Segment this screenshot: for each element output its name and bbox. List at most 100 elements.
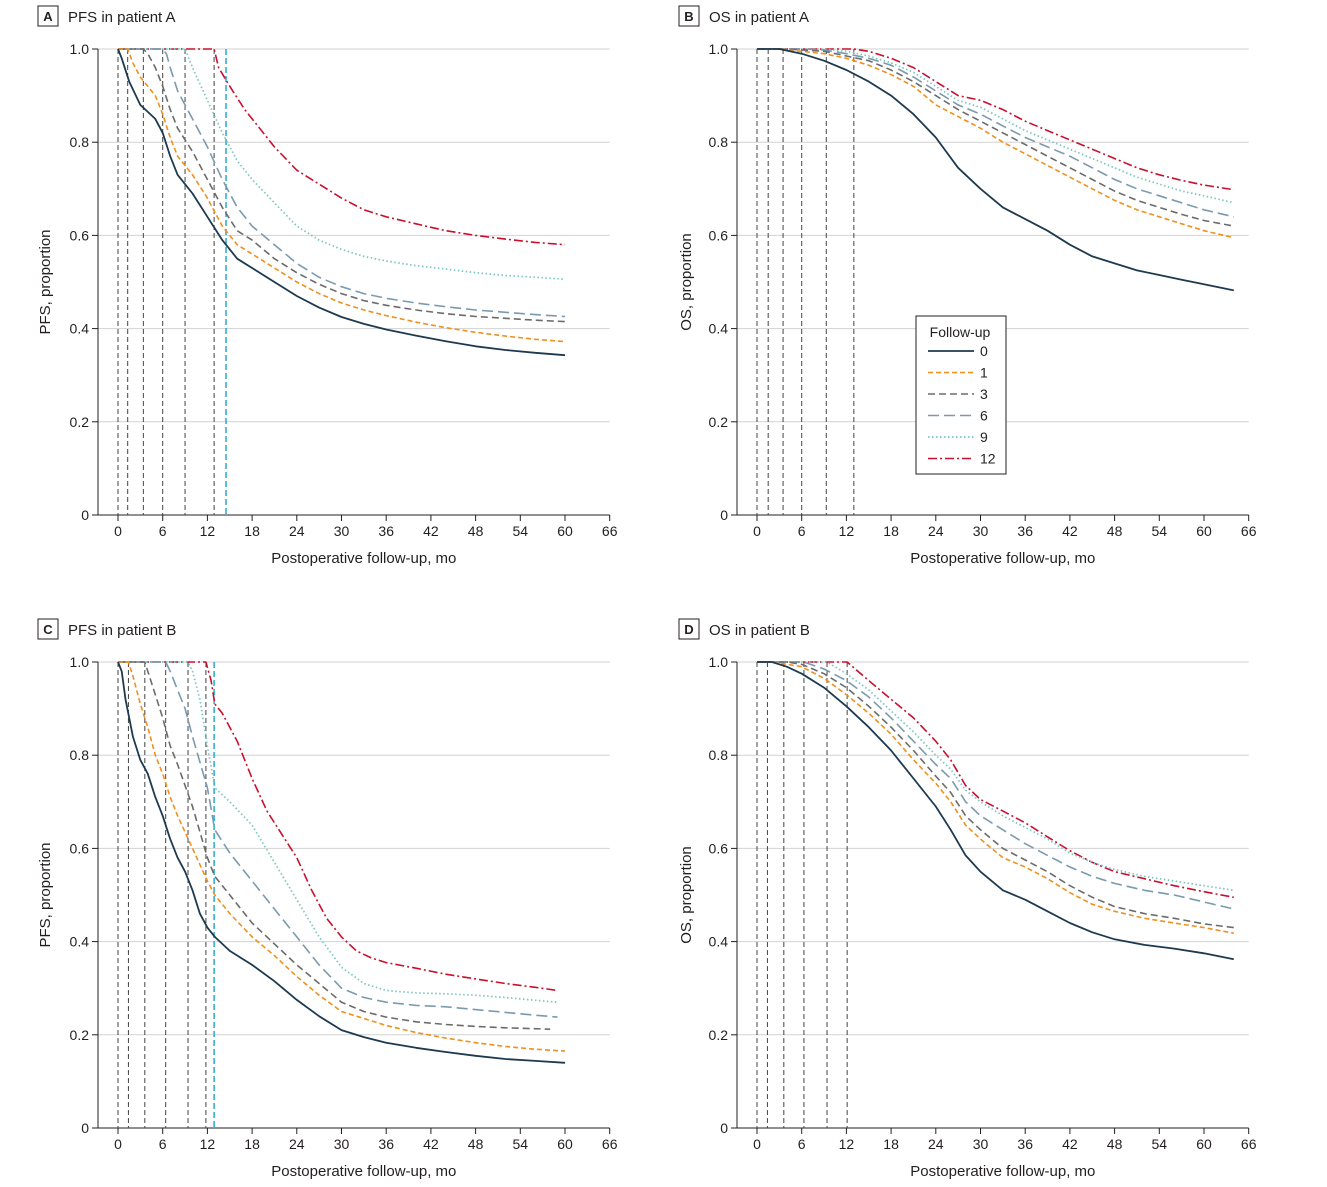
series-line-12 [757, 661, 1234, 899]
series-line-9 [757, 48, 1234, 204]
series-line-6 [757, 661, 1234, 910]
y-tick-label: 0 [720, 507, 728, 523]
x-tick-label: 30 [973, 1136, 989, 1152]
x-tick-label: 36 [1017, 523, 1033, 539]
x-tick-label: 18 [883, 523, 899, 539]
x-tick-label: 36 [378, 1136, 394, 1152]
x-tick-label: 12 [200, 1136, 216, 1152]
y-tick-label: 0.8 [70, 134, 90, 150]
y-tick-label: 0.2 [70, 414, 90, 430]
x-tick-label: 24 [928, 1136, 944, 1152]
y-tick-label: 0 [81, 1120, 89, 1136]
panel-a: A PFS in patient A 0 0.2 0.4 0.6 0.8 1.0 0 6 12 18 2… [37, 5, 618, 567]
series-line-6 [757, 48, 1234, 218]
x-axis-label: Postoperative follow-up, mo [910, 1163, 1095, 1180]
series-line-6 [118, 48, 566, 318]
y-tick-label: 0.6 [709, 840, 729, 856]
series-line-3 [757, 661, 1234, 929]
x-axis-label: Postoperative follow-up, mo [271, 1163, 456, 1180]
x-tick-label: 66 [602, 1136, 618, 1152]
y-tick-label: 0.8 [709, 747, 729, 763]
x-tick-label: 42 [423, 523, 439, 539]
legend-label-6: 6 [980, 408, 988, 424]
legend-title: Follow-up [930, 324, 991, 340]
legend-label-3: 3 [980, 386, 988, 402]
panel-title: OS in patient B [709, 622, 810, 639]
y-tick-label: 1.0 [709, 41, 729, 57]
panel-c: C PFS in patient B 0 0.2 0.4 0.6 0.8 1.0 0 6 12 18 2… [37, 618, 618, 1180]
x-tick-label: 66 [1241, 1136, 1257, 1152]
y-tick-label: 1.0 [709, 654, 729, 670]
x-tick-label: 48 [1107, 523, 1123, 539]
x-tick-label: 6 [798, 1136, 806, 1152]
x-tick-label: 60 [557, 523, 573, 539]
panel-d: D OS in patient B 0 0.2 0.4 0.6 0.8 1.0 0 6 12 18 24… [678, 618, 1257, 1180]
series-line-1 [118, 661, 566, 1052]
y-tick-label: 0.6 [70, 840, 90, 856]
y-tick-label: 0.8 [709, 134, 729, 150]
y-tick-label: 0.6 [709, 227, 729, 243]
x-tick-label: 54 [513, 1136, 529, 1152]
y-tick-label: 0.8 [70, 747, 90, 763]
panel-letter: D [684, 622, 693, 637]
y-tick-label: 0.2 [709, 414, 729, 430]
x-tick-label: 60 [1196, 523, 1212, 539]
series-line-12 [118, 661, 558, 992]
x-tick-label: 24 [928, 523, 944, 539]
x-tick-label: 60 [1196, 1136, 1212, 1152]
series-line-3 [757, 48, 1234, 227]
x-tick-label: 66 [1241, 523, 1257, 539]
panel-letter: A [43, 9, 53, 24]
y-tick-label: 0.4 [70, 321, 90, 337]
panel-letter-box [678, 5, 700, 27]
legend-label-0: 0 [980, 343, 988, 359]
series-line-3 [118, 661, 551, 1030]
x-tick-label: 30 [334, 523, 350, 539]
x-axis-label: Postoperative follow-up, mo [910, 550, 1095, 567]
panel-letter-box [37, 618, 59, 640]
x-tick-label: 24 [289, 1136, 305, 1152]
x-tick-label: 42 [1062, 523, 1078, 539]
x-tick-label: 30 [973, 523, 989, 539]
x-tick-label: 42 [423, 1136, 439, 1152]
x-tick-label: 12 [839, 523, 855, 539]
series-line-0 [757, 48, 1234, 292]
legend-label-12: 12 [980, 451, 996, 467]
y-axis-label: PFS, proportion [37, 842, 54, 947]
panel-title: PFS in patient B [68, 622, 176, 639]
y-tick-label: 0.6 [70, 227, 90, 243]
x-tick-label: 48 [468, 1136, 484, 1152]
panel-letter: C [43, 622, 53, 637]
series-line-0 [757, 661, 1234, 961]
x-tick-label: 12 [839, 1136, 855, 1152]
x-tick-label: 6 [159, 523, 167, 539]
y-tick-label: 0.4 [709, 321, 729, 337]
x-tick-label: 6 [159, 1136, 167, 1152]
x-tick-label: 54 [1152, 1136, 1168, 1152]
x-tick-label: 48 [468, 523, 484, 539]
legend-box [915, 315, 1007, 475]
x-tick-label: 24 [289, 523, 305, 539]
legend-label-1: 1 [980, 365, 988, 381]
series-line-1 [118, 48, 566, 343]
panel-title: OS in patient A [709, 9, 809, 26]
legend: Follow-up 0 1 3 6 9 12 [915, 315, 1007, 475]
series-line-1 [757, 48, 1234, 239]
panel-b: B OS in patient A 0 0.2 0.4 0.6 0.8 1.0 0 6 12 18 24… [678, 5, 1257, 567]
y-axis-label: OS, proportion [678, 846, 695, 944]
series-line-12 [757, 48, 1234, 191]
x-tick-label: 48 [1107, 1136, 1123, 1152]
y-axis-label: OS, proportion [678, 233, 695, 331]
x-tick-label: 18 [883, 1136, 899, 1152]
x-axis-label: Postoperative follow-up, mo [271, 550, 456, 567]
y-tick-label: 1.0 [70, 654, 90, 670]
series-line-3 [118, 48, 566, 323]
panel-letter-box [37, 5, 59, 27]
x-tick-label: 0 [114, 1136, 122, 1152]
y-axis-label: PFS, proportion [37, 229, 54, 334]
series-line-9 [118, 48, 566, 281]
x-tick-label: 42 [1062, 1136, 1078, 1152]
series-line-0 [117, 48, 566, 357]
panel-letter-box [678, 618, 700, 640]
